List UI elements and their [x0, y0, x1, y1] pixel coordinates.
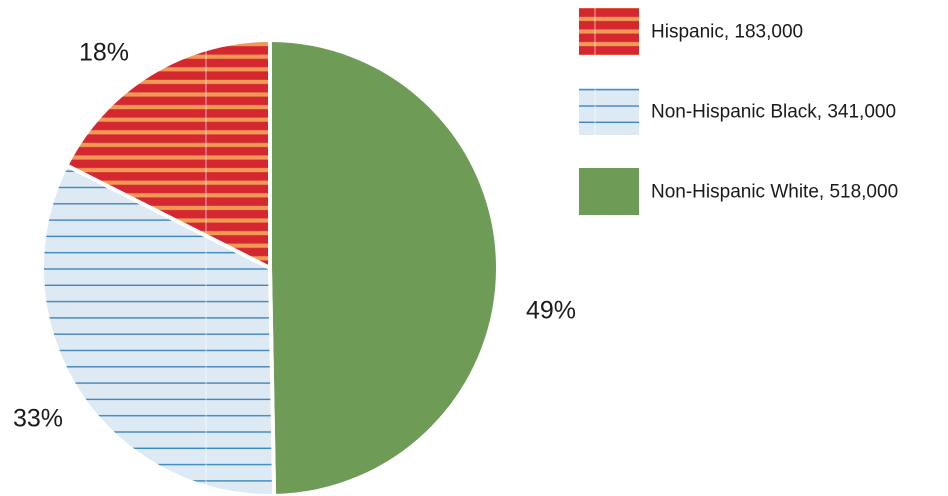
legend-label: Hispanic, 183,000	[651, 22, 803, 43]
legend-swatch	[579, 88, 639, 135]
legend-label: Non-Hispanic Black, 341,000	[651, 102, 896, 123]
legend-label: Non-Hispanic White, 518,000	[651, 182, 898, 203]
percent-label: 33%	[13, 405, 63, 433]
percent-label: 18%	[79, 39, 129, 67]
legend: Hispanic, 183,000 Non-Hispanic Black, 341…	[579, 8, 898, 215]
legend-swatch	[579, 168, 639, 215]
pie-slice-non-hispanic-white	[268, 38, 500, 496]
percent-label: 49%	[526, 297, 576, 325]
percent-labels: 49% 33% 18%	[13, 39, 576, 433]
pie-slices	[40, 38, 500, 496]
pie-slice-hispanic	[64, 38, 272, 270]
legend-swatch	[579, 8, 639, 55]
pie-slice-non-hispanic-black	[40, 163, 277, 496]
